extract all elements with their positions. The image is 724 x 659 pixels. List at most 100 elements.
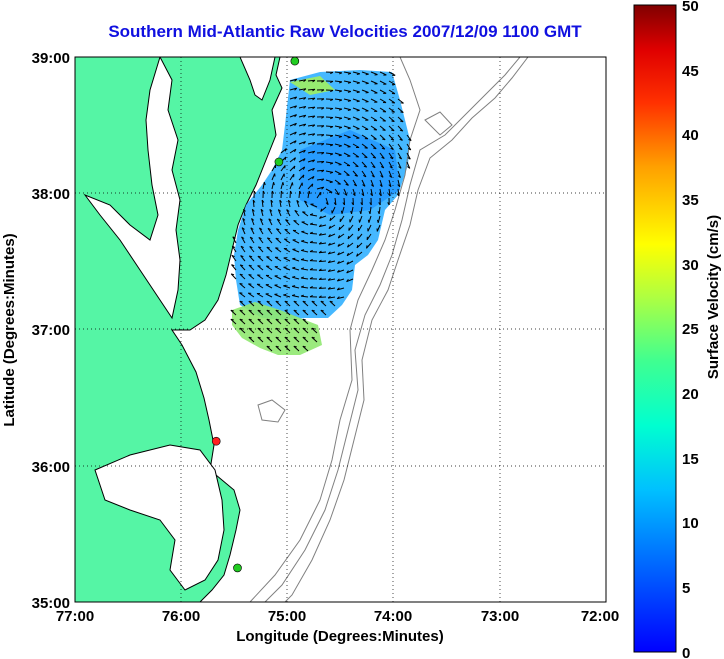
velocity-arrow-head (318, 241, 322, 245)
velocity-arrow (307, 150, 315, 154)
velocity-arrow-head (302, 309, 306, 312)
velocity-arrow-head (330, 117, 334, 120)
velocity-arrow (307, 183, 314, 190)
velocity-arrow-head (327, 286, 331, 290)
velocity-arrow-head (296, 199, 300, 203)
velocity-arrow (270, 200, 273, 208)
velocity-arrow (267, 227, 273, 235)
velocity-arrow (301, 268, 309, 271)
velocity-arrow (231, 245, 237, 253)
velocity-arrow (351, 206, 354, 214)
velocity-arrow-head (293, 309, 297, 312)
velocity-arrow-head (300, 276, 305, 279)
velocity-arrow-head (257, 265, 261, 267)
velocity-arrow (388, 170, 393, 178)
velocity-arrow-head (347, 118, 351, 121)
velocity-arrow (307, 106, 316, 109)
velocity-arrow-head (309, 294, 313, 298)
velocity-arrow (339, 215, 345, 223)
colorbar-tick: 45 (682, 63, 699, 80)
velocity-arrow (388, 143, 394, 150)
velocity-arrow-head (257, 318, 261, 321)
velocity-arrow-head (336, 192, 340, 196)
colorbar-tick: 40 (682, 127, 699, 144)
bathymetry-contour-3 (284, 57, 529, 602)
velocity-arrow-head (299, 190, 302, 194)
velocity-arrow (289, 173, 295, 181)
velocity-arrow (334, 188, 340, 195)
velocity-arrow (292, 248, 300, 253)
velocity-arrow (352, 80, 360, 84)
velocity-arrow-head (321, 98, 325, 101)
velocity-arrow (370, 143, 377, 150)
velocity-arrow-head (309, 249, 313, 253)
velocity-arrow (397, 161, 402, 169)
velocity-arrow-head (303, 132, 307, 136)
velocity-arrow (334, 197, 337, 206)
velocity-arrow-head (321, 134, 325, 137)
velocity-arrow (397, 98, 404, 104)
velocity-arrow (276, 218, 282, 226)
velocity-arrow (311, 300, 318, 307)
velocity-arrow-head (302, 174, 305, 178)
velocity-arrow (239, 327, 246, 334)
velocity-arrow-head (399, 147, 403, 151)
velocity-arrow-head (346, 252, 349, 256)
velocity-arrow (248, 336, 255, 343)
velocity-arrow (325, 143, 334, 146)
velocity-arrow (343, 71, 351, 74)
x-tick-label: 74:00 (374, 608, 412, 625)
velocity-arrow-head (380, 175, 384, 178)
velocity-arrow (379, 170, 384, 178)
velocity-arrow (361, 89, 369, 93)
velocity-arrow-head (303, 97, 307, 100)
colorbar-tick: 50 (682, 0, 699, 15)
velocity-arrow-head (329, 300, 333, 303)
velocity-arrow (370, 89, 378, 94)
velocity-arrow-head (397, 175, 401, 178)
velocity-arrow (356, 242, 363, 249)
velocity-arrow-head (311, 309, 315, 312)
velocity-arrow (357, 224, 363, 232)
velocity-arrow (302, 309, 309, 316)
velocity-arrow (307, 79, 316, 82)
velocity-arrow (311, 336, 318, 343)
velocity-arrow-head (312, 106, 316, 110)
velocity-arrow-head (292, 294, 296, 296)
velocity-arrow-head (330, 126, 334, 129)
velocity-arrow-head (275, 300, 279, 303)
velocity-arrow-head (333, 202, 337, 206)
velocity-arrow-head (293, 318, 297, 321)
velocity-arrow (257, 265, 264, 271)
velocity-arrow-head (370, 184, 374, 187)
velocity-arrow-head (283, 284, 287, 287)
velocity-arrow (325, 134, 334, 137)
velocity-arrow-head (381, 147, 385, 150)
velocity-arrow (280, 165, 286, 172)
velocity-arrow (293, 309, 300, 316)
velocity-arrow-head (294, 114, 297, 118)
velocity-arrow (241, 236, 246, 244)
velocity-arrow-head (330, 135, 334, 138)
velocity-arrow-head (318, 286, 322, 289)
velocity-arrow-head (309, 213, 314, 216)
velocity-arrow-head (232, 236, 236, 239)
velocity-arrow-head (257, 336, 261, 339)
velocity-arrow (239, 300, 246, 307)
velocity-arrow (280, 148, 287, 154)
velocity-arrow (370, 170, 375, 178)
velocity-arrow-head (260, 208, 264, 212)
y-tick-label: 35:00 (32, 595, 70, 612)
velocity-arrow-head (356, 82, 360, 85)
velocity-arrow (248, 300, 255, 307)
velocity-arrow (316, 160, 325, 163)
velocity-arrow-head (391, 129, 395, 132)
velocity-arrow (293, 345, 300, 352)
velocity-arrow-head (329, 181, 333, 184)
velocity-arrow (257, 318, 264, 325)
velocity-arrow (284, 327, 291, 334)
colorbar-tick: 20 (682, 386, 699, 403)
velocity-arrow-head (258, 236, 262, 240)
velocity-arrow (280, 182, 284, 190)
velocity-arrow-head (321, 169, 325, 173)
